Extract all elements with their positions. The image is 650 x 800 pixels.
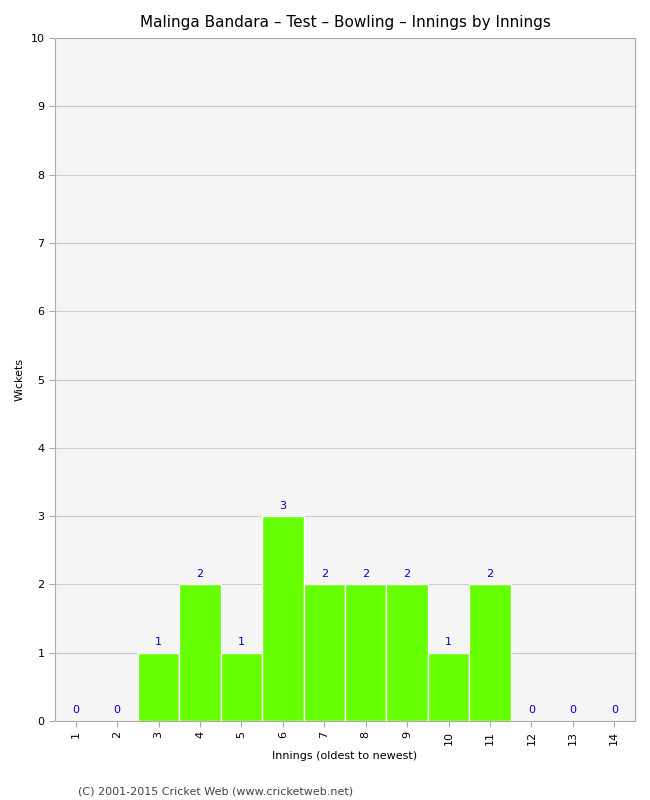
Text: 1: 1 — [155, 637, 162, 647]
Bar — [345, 584, 386, 721]
Bar — [428, 653, 469, 721]
Text: 1: 1 — [445, 637, 452, 647]
Bar — [469, 584, 511, 721]
Text: 2: 2 — [404, 569, 411, 579]
Bar — [262, 516, 304, 721]
Y-axis label: Wickets: Wickets — [15, 358, 25, 401]
Text: 3: 3 — [280, 501, 287, 510]
X-axis label: Innings (oldest to newest): Innings (oldest to newest) — [272, 751, 417, 761]
Bar — [221, 653, 262, 721]
Text: 0: 0 — [114, 706, 121, 715]
Text: 2: 2 — [320, 569, 328, 579]
Text: 2: 2 — [486, 569, 493, 579]
Text: 0: 0 — [569, 706, 577, 715]
Bar — [304, 584, 345, 721]
Text: 0: 0 — [611, 706, 618, 715]
Text: 2: 2 — [362, 569, 369, 579]
Bar — [138, 653, 179, 721]
Text: 1: 1 — [238, 637, 245, 647]
Text: 2: 2 — [196, 569, 203, 579]
Bar — [179, 584, 221, 721]
Text: 0: 0 — [72, 706, 79, 715]
Title: Malinga Bandara – Test – Bowling – Innings by Innings: Malinga Bandara – Test – Bowling – Innin… — [140, 15, 551, 30]
Text: 0: 0 — [528, 706, 535, 715]
Text: (C) 2001-2015 Cricket Web (www.cricketweb.net): (C) 2001-2015 Cricket Web (www.cricketwe… — [78, 786, 353, 796]
Bar — [386, 584, 428, 721]
